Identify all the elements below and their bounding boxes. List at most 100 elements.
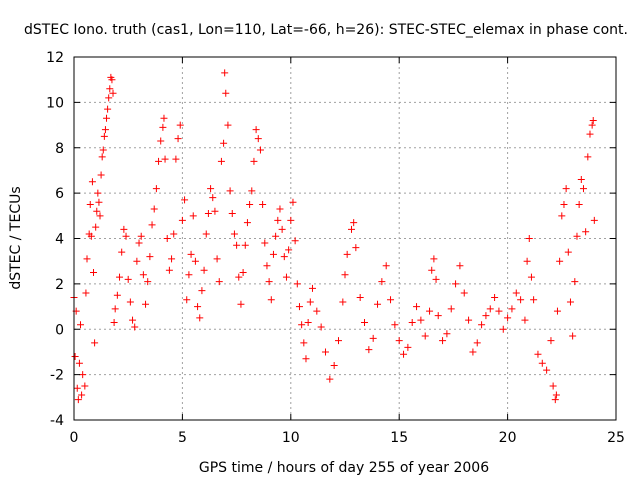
data-point xyxy=(248,187,256,195)
y-tick-label: 2 xyxy=(55,277,64,293)
data-point xyxy=(116,273,124,281)
data-point xyxy=(189,212,197,220)
data-point xyxy=(92,223,100,231)
data-point xyxy=(241,241,249,249)
data-point xyxy=(302,355,310,363)
data-point xyxy=(348,225,356,233)
data-point xyxy=(213,255,221,263)
data-point xyxy=(282,273,290,281)
data-point xyxy=(552,391,560,399)
data-point xyxy=(521,316,529,324)
data-point xyxy=(558,212,566,220)
data-point xyxy=(228,210,236,218)
data-point xyxy=(579,185,587,193)
data-point xyxy=(159,123,167,131)
data-point xyxy=(391,321,399,329)
data-point xyxy=(588,121,596,129)
data-point xyxy=(491,293,499,301)
data-point xyxy=(94,189,102,197)
data-point xyxy=(317,323,325,331)
data-point xyxy=(517,296,525,304)
data-point xyxy=(196,314,204,322)
data-point xyxy=(100,132,108,140)
data-point xyxy=(547,337,555,345)
data-point xyxy=(239,269,247,277)
data-point xyxy=(148,221,156,229)
y-tick-label: 10 xyxy=(46,95,64,111)
y-tick-label: -4 xyxy=(50,413,64,429)
data-point xyxy=(339,298,347,306)
data-point xyxy=(298,321,306,329)
data-point xyxy=(78,391,86,399)
data-point xyxy=(211,207,219,215)
y-tick-label: 4 xyxy=(55,232,64,248)
data-point xyxy=(365,346,373,354)
data-point xyxy=(269,250,277,258)
data-point xyxy=(584,153,592,161)
data-point xyxy=(469,348,477,356)
data-point xyxy=(118,248,126,256)
data-point xyxy=(144,278,152,286)
data-point xyxy=(86,200,94,208)
data-point xyxy=(91,339,99,347)
data-point xyxy=(326,375,334,383)
data-point xyxy=(421,332,429,340)
data-point xyxy=(250,157,258,165)
data-point xyxy=(560,200,568,208)
data-point xyxy=(90,269,98,277)
data-point xyxy=(321,348,329,356)
data-point xyxy=(382,262,390,270)
data-point xyxy=(473,339,481,347)
data-point xyxy=(129,316,137,324)
data-point xyxy=(226,187,234,195)
data-point xyxy=(77,321,85,329)
data-point xyxy=(274,216,282,224)
y-tick-label: 12 xyxy=(46,50,64,66)
data-point xyxy=(183,296,191,304)
grid-lines xyxy=(74,57,616,420)
data-point xyxy=(400,350,408,358)
data-point xyxy=(465,316,473,324)
y-tick-label: 0 xyxy=(55,322,64,338)
data-point xyxy=(235,273,243,281)
data-point xyxy=(142,300,150,308)
data-point xyxy=(82,289,90,297)
data-point xyxy=(308,284,316,292)
data-point xyxy=(499,325,507,333)
data-point xyxy=(161,155,169,163)
data-point xyxy=(573,232,581,240)
data-point xyxy=(430,255,438,263)
x-tick-label: 10 xyxy=(282,430,300,446)
y-axis-label: dSTEC / TECUs xyxy=(8,186,24,289)
data-point xyxy=(126,298,134,306)
data-point xyxy=(278,225,286,233)
data-point xyxy=(434,312,442,320)
data-point xyxy=(168,255,176,263)
data-marks xyxy=(70,69,598,404)
data-point xyxy=(413,303,421,311)
x-tick-label: 15 xyxy=(390,430,408,446)
data-point xyxy=(452,280,460,288)
data-point xyxy=(369,334,377,342)
data-point xyxy=(504,314,512,322)
data-point xyxy=(103,114,111,122)
data-point xyxy=(562,185,570,193)
data-point xyxy=(243,219,251,227)
data-point xyxy=(155,157,163,165)
data-point xyxy=(306,298,314,306)
data-point xyxy=(343,250,351,258)
data-point xyxy=(124,275,132,283)
data-point xyxy=(204,210,212,218)
data-point xyxy=(79,371,87,379)
data-point xyxy=(105,94,113,102)
data-point xyxy=(482,312,490,320)
data-point xyxy=(109,89,117,97)
x-axis-label: GPS time / hours of day 255 of year 2006 xyxy=(199,460,489,476)
data-point xyxy=(352,244,360,252)
data-point xyxy=(74,396,82,404)
data-point xyxy=(160,114,168,122)
data-point xyxy=(374,300,382,308)
data-point xyxy=(217,157,225,165)
data-point xyxy=(220,139,228,147)
